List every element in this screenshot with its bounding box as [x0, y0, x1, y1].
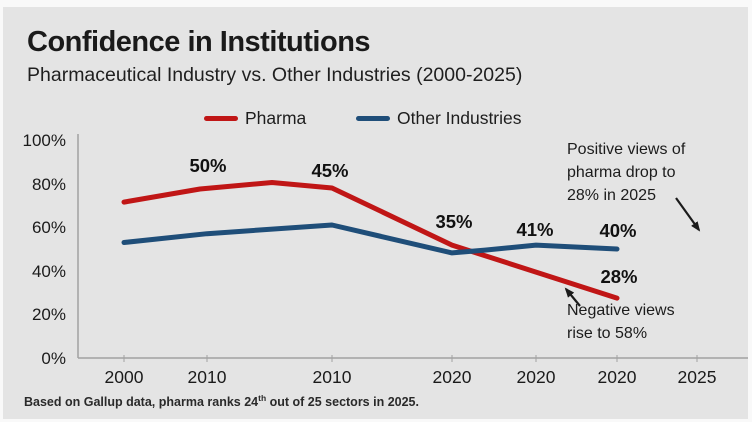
y-tick-label: 0%: [41, 349, 66, 368]
data-label: 28%: [600, 266, 638, 287]
data-label: 41%: [516, 219, 554, 240]
page-subtitle: Pharmaceutical Industry vs. Other Indust…: [27, 64, 523, 86]
x-tick-label: 2020: [516, 367, 556, 387]
y-tick-label: 60%: [31, 218, 66, 238]
data-label: 40%: [599, 220, 637, 241]
annotation-arrow-positive: [675, 197, 701, 232]
x-tick-label: 2020: [597, 367, 637, 387]
legend-item-other-industries: Other Industries: [356, 108, 522, 128]
slide-background: [3, 7, 748, 419]
x-tick-label: 2010: [312, 367, 352, 387]
annotation-negative-views: Negative views rise to 58%: [567, 302, 675, 342]
page-title: Confidence in Institutions: [27, 26, 371, 58]
y-tick-label: 20%: [31, 305, 66, 325]
y-tick-label: 100%: [22, 131, 66, 150]
pharma-line: [121, 180, 620, 301]
y-tick-label: 80%: [31, 174, 66, 194]
x-tick-label: 2020: [432, 367, 472, 387]
legend-label-other-industries: Other Industries: [397, 107, 522, 128]
annotation-arrow-negative: [564, 287, 581, 307]
x-tick-label: 2010: [187, 367, 227, 387]
other-industries-line-swatch-icon: [356, 115, 390, 121]
x-tick-label: 2025: [677, 367, 717, 387]
pharma-line-swatch-icon: [204, 115, 238, 121]
data-label: 35%: [435, 211, 473, 232]
legend-label-pharma: Pharma: [245, 107, 307, 128]
source-note: Based on Gallup data, pharma ranks 24th …: [24, 393, 419, 410]
y-tick-label: 40%: [31, 261, 66, 281]
other-industries-line: [121, 222, 620, 256]
data-label: 45%: [311, 160, 349, 181]
legend-item-pharma: Pharma: [204, 108, 306, 128]
data-label: 50%: [189, 155, 227, 176]
annotation-positive-views: Positive views of pharma drop to 28% in …: [567, 141, 686, 204]
x-tick-label: 2000: [104, 367, 144, 387]
